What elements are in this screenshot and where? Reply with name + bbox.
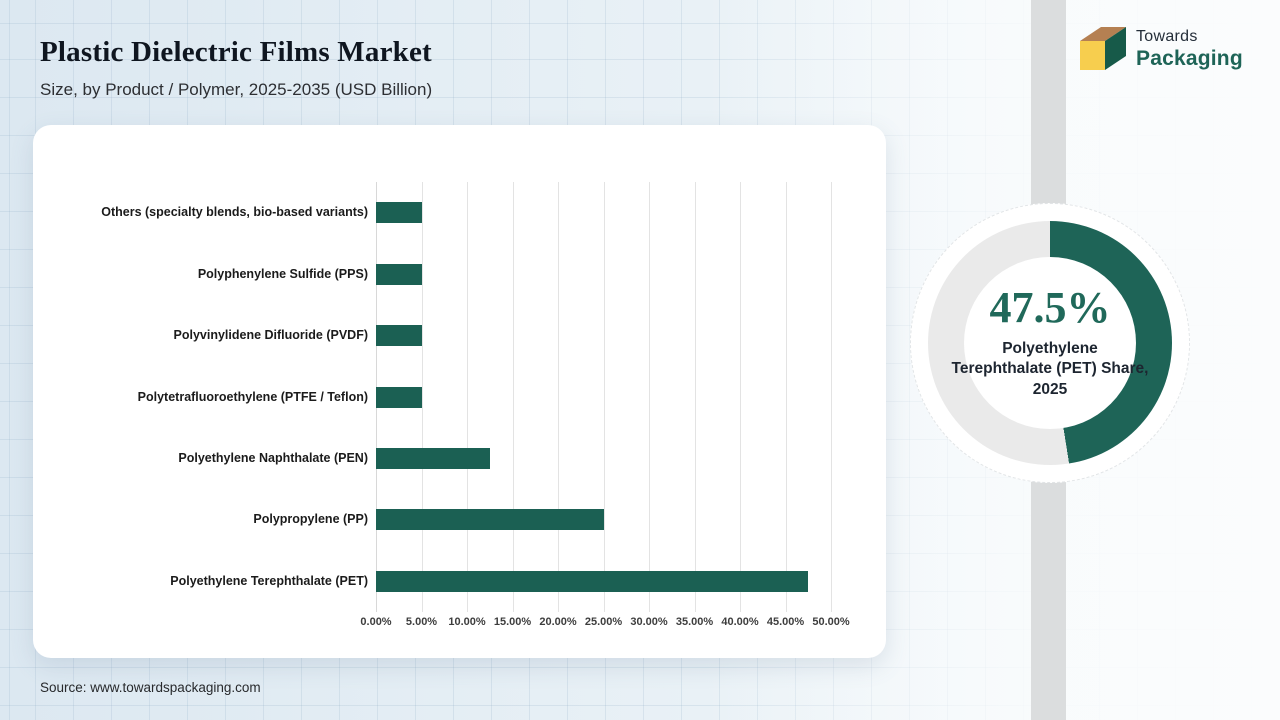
bar-category-label: Others (specialty blends, bio-based vari… — [101, 205, 368, 220]
bar-category-label: Polyvinylidene Difluoride (PVDF) — [173, 328, 368, 343]
x-tick-label: 45.00% — [766, 616, 805, 628]
bar-2 — [376, 263, 422, 285]
x-tick-label: 15.00% — [493, 616, 532, 628]
gridline-20.00% — [558, 182, 559, 612]
bar-chart-card: Others (specialty blends, bio-based vari… — [33, 125, 886, 658]
bar-category-label: Polyphenylene Sulfide (PPS) — [197, 266, 368, 281]
gridline-40.00% — [740, 182, 741, 612]
bar-category-label: Polypropylene (PP) — [253, 512, 368, 527]
x-tick-label: 5.00% — [405, 616, 438, 628]
gridline-5.00% — [421, 182, 423, 612]
donut-center-text: 47.5% Polyethylene Terephthalate (PET) S… — [911, 204, 1189, 482]
gridline-35.00% — [694, 182, 696, 612]
bar-7 — [376, 570, 809, 592]
donut-label: Polyethylene Terephthalate (PET) Share, … — [951, 340, 1149, 398]
brand-logo-text: Towards Packaging — [1136, 26, 1243, 70]
bar-category-label: Polyethylene Naphthalate (PEN) — [178, 450, 368, 465]
gridline-30.00% — [649, 182, 650, 612]
gridline-25.00% — [603, 182, 605, 612]
cube-front-face — [1080, 41, 1105, 70]
source-text: Source: www.towardspackaging.com — [40, 680, 261, 695]
bar-category-label: Polyethylene Terephthalate (PET) — [170, 573, 368, 588]
donut-chart: 47.5% Polyethylene Terephthalate (PET) S… — [910, 203, 1190, 483]
bar-3 — [376, 325, 422, 347]
bar-1 — [376, 202, 422, 224]
gridline-10.00% — [467, 182, 468, 612]
page-title: Plastic Dielectric Films Market — [40, 36, 432, 68]
cube-side-face — [1105, 27, 1126, 70]
brand-name-towards: Towards — [1136, 28, 1198, 45]
donut-hole — [964, 257, 1136, 429]
page-subtitle: Size, by Product / Polymer, 2025-2035 (U… — [40, 80, 433, 99]
page-header: Plastic Dielectric Films Market Size, by… — [40, 36, 432, 100]
gridline-50.00% — [831, 182, 832, 612]
donut-value: 47.5% — [989, 283, 1111, 333]
brand-logo: Towards Packaging — [1080, 26, 1243, 77]
x-tick-label: 40.00% — [721, 616, 759, 628]
gridline-15.00% — [512, 182, 514, 612]
bar-6 — [376, 509, 604, 531]
x-tick-label: 10.00% — [448, 616, 486, 628]
x-tick-label: 30.00% — [630, 616, 668, 628]
gridline-45.00% — [785, 182, 787, 612]
x-tick-label: 50.00% — [812, 616, 850, 628]
x-tick-label: 35.00% — [675, 616, 714, 628]
x-tick-label: 25.00% — [584, 616, 623, 628]
bar-4 — [376, 386, 422, 408]
bar-chart-plot-area — [376, 182, 832, 612]
cube-logo-icon — [1080, 26, 1128, 77]
x-tick-label: 20.00% — [539, 616, 577, 628]
cube-top-face — [1080, 27, 1126, 41]
brand-name-packaging: Packaging — [1136, 47, 1243, 70]
x-tick-label: 0.00% — [360, 616, 392, 628]
bar-5 — [376, 447, 490, 469]
bar-category-label: Polytetrafluoroethylene (PTFE / Teflon) — [137, 389, 368, 404]
